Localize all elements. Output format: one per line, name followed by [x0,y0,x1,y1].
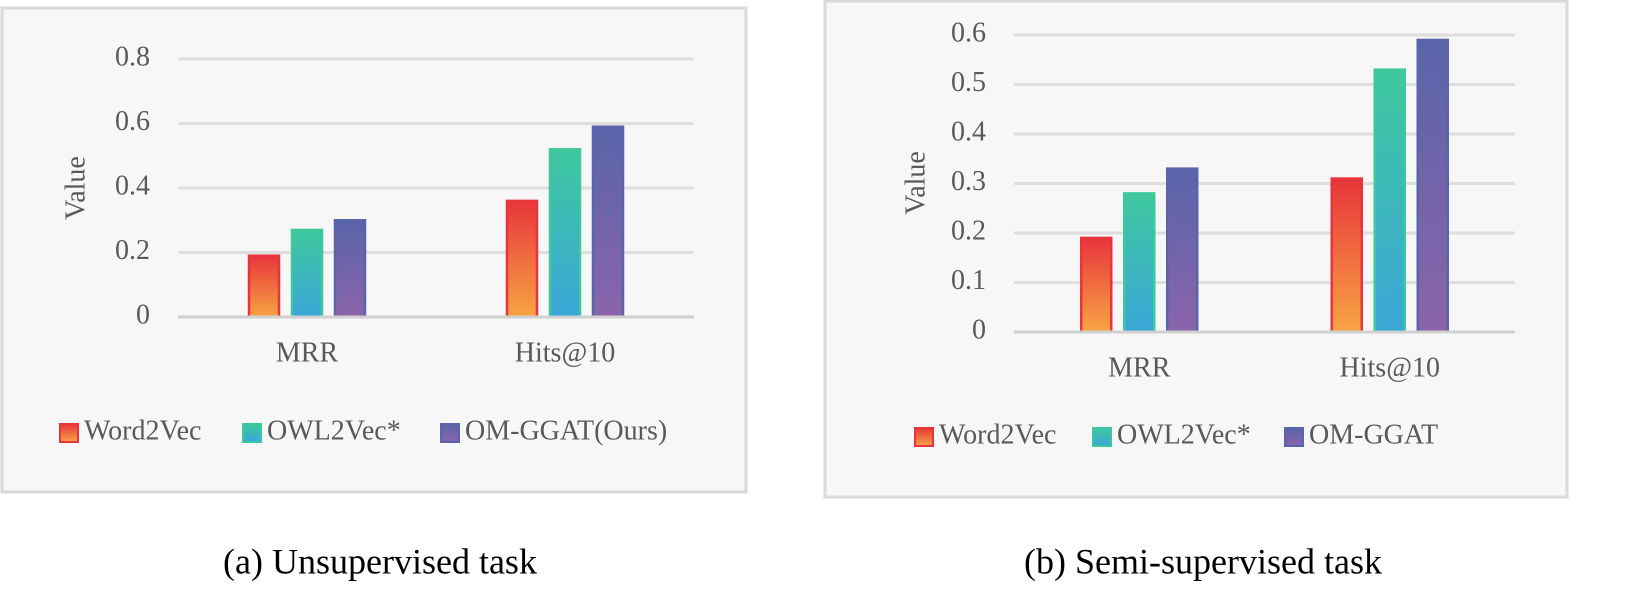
legend-label: OWL2Vec* [267,415,401,446]
legend-label: Word2Vec [84,415,201,446]
y-tick-label: 0.4 [115,170,150,201]
legend-swatch [440,423,460,443]
caption: (b) Semi-supervised task [1024,541,1382,581]
bar [290,228,324,319]
legend-swatch [914,427,934,447]
y-tick-label: 0.1 [951,265,986,296]
legend-label: OM-GGAT [1309,419,1438,450]
bar [591,125,625,319]
legend-label: OM-GGAT(Ours) [465,415,667,446]
y-tick-label: 0.8 [115,41,150,72]
y-tick-label: 0.2 [115,235,150,266]
bar [247,254,281,319]
bar [1330,177,1363,334]
legend-swatch [59,423,79,443]
bar [548,148,582,319]
x-tick-label: Hits@10 [1340,352,1440,383]
bar [1166,167,1199,334]
x-tick-label: MRR [276,337,339,368]
legend-swatch [1284,427,1304,447]
y-tick-label: 0.6 [951,17,986,48]
bar [1416,38,1449,334]
y-axis-label: Value [60,156,91,220]
chart: 0 0.2 0.4 0.6 0.8 Value MRR Hits@10 Word2Vec OWL2… [0,6,748,581]
legend-label: OWL2Vec* [1117,419,1251,450]
bar [1373,68,1406,334]
y-tick-label: 0.3 [951,166,986,197]
x-tick-label: MRR [1108,352,1171,383]
y-axis-label: Value [900,151,931,215]
y-tick-label: 0.6 [115,106,150,137]
bar [333,219,367,319]
y-tick-label: 0.2 [951,215,986,246]
caption: (a) Unsupervised task [223,541,537,581]
y-tick-label: 0 [136,299,150,330]
legend-swatch [242,423,262,443]
legend-label: Word2Vec [939,419,1056,450]
legend-swatch [1092,427,1112,447]
chart: 0 0.1 0.2 0.3 0.4 0.5 0.6 Value MRR Hits@10 Word2V… [823,0,1569,581]
bar [505,199,539,319]
x-tick-label: Hits@10 [515,337,615,368]
y-tick-label: 0.5 [951,67,986,98]
bar [1123,192,1156,334]
bar [1080,236,1113,334]
y-tick-label: 0 [972,314,986,345]
y-tick-label: 0.4 [951,116,986,147]
